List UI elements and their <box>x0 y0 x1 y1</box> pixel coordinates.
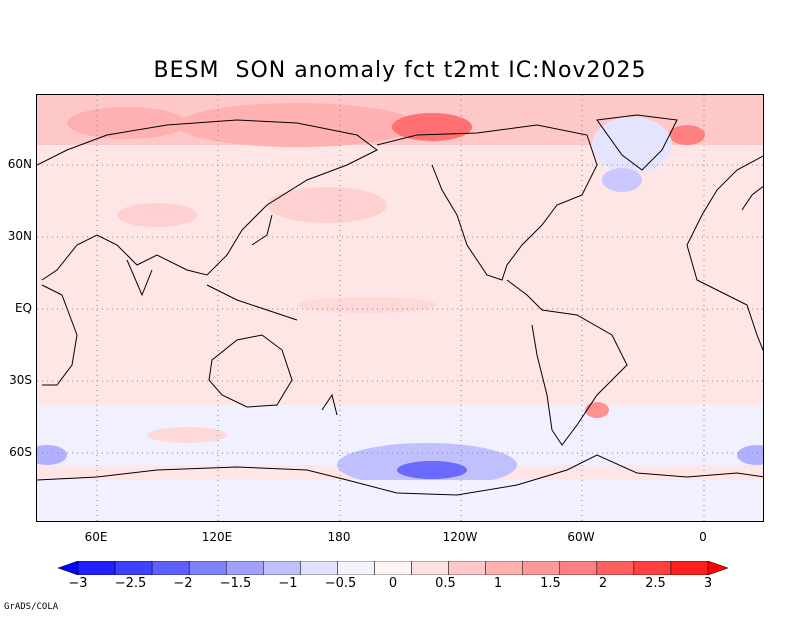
colorbar-tick-label: −1 <box>278 576 298 591</box>
antarctica-coast <box>37 454 763 496</box>
japan-coast <box>251 214 273 246</box>
lat-label-60s: 60S <box>9 445 32 459</box>
map-title: BESM SON anomaly fct t2mt IC:Nov2025 <box>153 58 647 83</box>
lon-label-60w: 60W <box>567 530 595 544</box>
colorbar-tick-label: −0.5 <box>324 576 357 591</box>
colorbar <box>58 561 728 575</box>
arctic-warm-patch <box>177 103 417 147</box>
colorbar-tick-label: 2.5 <box>645 576 666 591</box>
europe-coast <box>741 185 763 211</box>
greenland-cool <box>592 117 672 173</box>
barents-hotspot <box>669 125 705 145</box>
south-america-coast <box>506 279 628 446</box>
lon-label-180: 180 <box>327 530 351 544</box>
west-africa-coast <box>686 155 763 352</box>
colorbar-cell <box>411 561 449 575</box>
colorbar-cell <box>633 561 672 575</box>
north-america-coast <box>376 124 598 281</box>
labrador-cool <box>602 168 642 192</box>
coastlines <box>37 114 763 496</box>
colorbar-cell <box>559 561 598 575</box>
lon-label-120w: 120W <box>442 530 478 544</box>
south-atlantic-warm <box>585 402 609 418</box>
colorbar-tick-label: 0.5 <box>435 576 456 591</box>
colorbar-cell <box>522 561 561 575</box>
colorbar-cell <box>596 561 635 575</box>
equator-warm <box>297 297 437 313</box>
india-coast <box>126 259 153 297</box>
greenland-coast <box>596 114 678 171</box>
colorbar-tick-label: −2.5 <box>114 576 147 591</box>
colorbar-cell <box>337 561 375 575</box>
lat-label-60n: 60N <box>7 157 32 171</box>
south-indian-warm <box>147 427 227 443</box>
colorbar-cell <box>374 561 412 575</box>
anomaly-map <box>36 94 764 522</box>
indonesia-coast <box>206 284 298 321</box>
colorbar-tick-label: 1 <box>493 576 503 591</box>
colorbar-left-arrow <box>58 561 79 575</box>
colorbar-tick-label: 2 <box>598 576 608 591</box>
colorbar-cell <box>114 561 153 575</box>
colorbar-right-arrow <box>707 561 728 575</box>
new-zealand-coast <box>321 393 338 416</box>
colorbar-cell <box>485 561 523 575</box>
lon-label-60e: 60E <box>84 530 108 544</box>
credit-text: GrADS/COLA <box>4 602 59 612</box>
arctic-hotspot <box>392 113 472 141</box>
colorbar-cell <box>77 561 116 575</box>
colorbar-tick-label: −1.5 <box>219 576 252 591</box>
lon-label-120e: 120E <box>201 530 233 544</box>
map-svg <box>37 95 763 521</box>
colorbar-cell <box>670 561 709 575</box>
colorbar-cell <box>448 561 486 575</box>
asia-warm <box>117 203 197 227</box>
amundsen-core <box>397 461 467 479</box>
lon-label-0: 0 <box>699 530 707 544</box>
colorbar-cell <box>263 561 301 575</box>
lat-label-30n: 30N <box>7 229 32 243</box>
colorbar-cell <box>188 561 227 575</box>
colorbar-tick-label: 1.5 <box>540 576 561 591</box>
colorbar-tick-label: −2 <box>173 576 193 591</box>
weddell-cool <box>737 445 763 465</box>
lat-label-30s: 30S <box>9 373 32 387</box>
colorbar-cell <box>151 561 190 575</box>
lat-label-eq: EQ <box>14 301 32 315</box>
weddell-cool-wrap <box>37 445 67 465</box>
npacific-warm <box>267 187 387 223</box>
colorbar-tick-label: 0 <box>388 576 398 591</box>
asia-coast <box>37 119 378 281</box>
colorbar-tick-label: 3 <box>703 576 713 591</box>
siberia-warm-patch <box>67 107 187 139</box>
australia-coast <box>208 334 293 408</box>
colorbar-cell <box>300 561 338 575</box>
east-africa-coast <box>41 284 78 386</box>
antarctica <box>37 480 763 521</box>
colorbar-cell <box>225 561 264 575</box>
colorbar-tick-label: −3 <box>68 576 88 591</box>
